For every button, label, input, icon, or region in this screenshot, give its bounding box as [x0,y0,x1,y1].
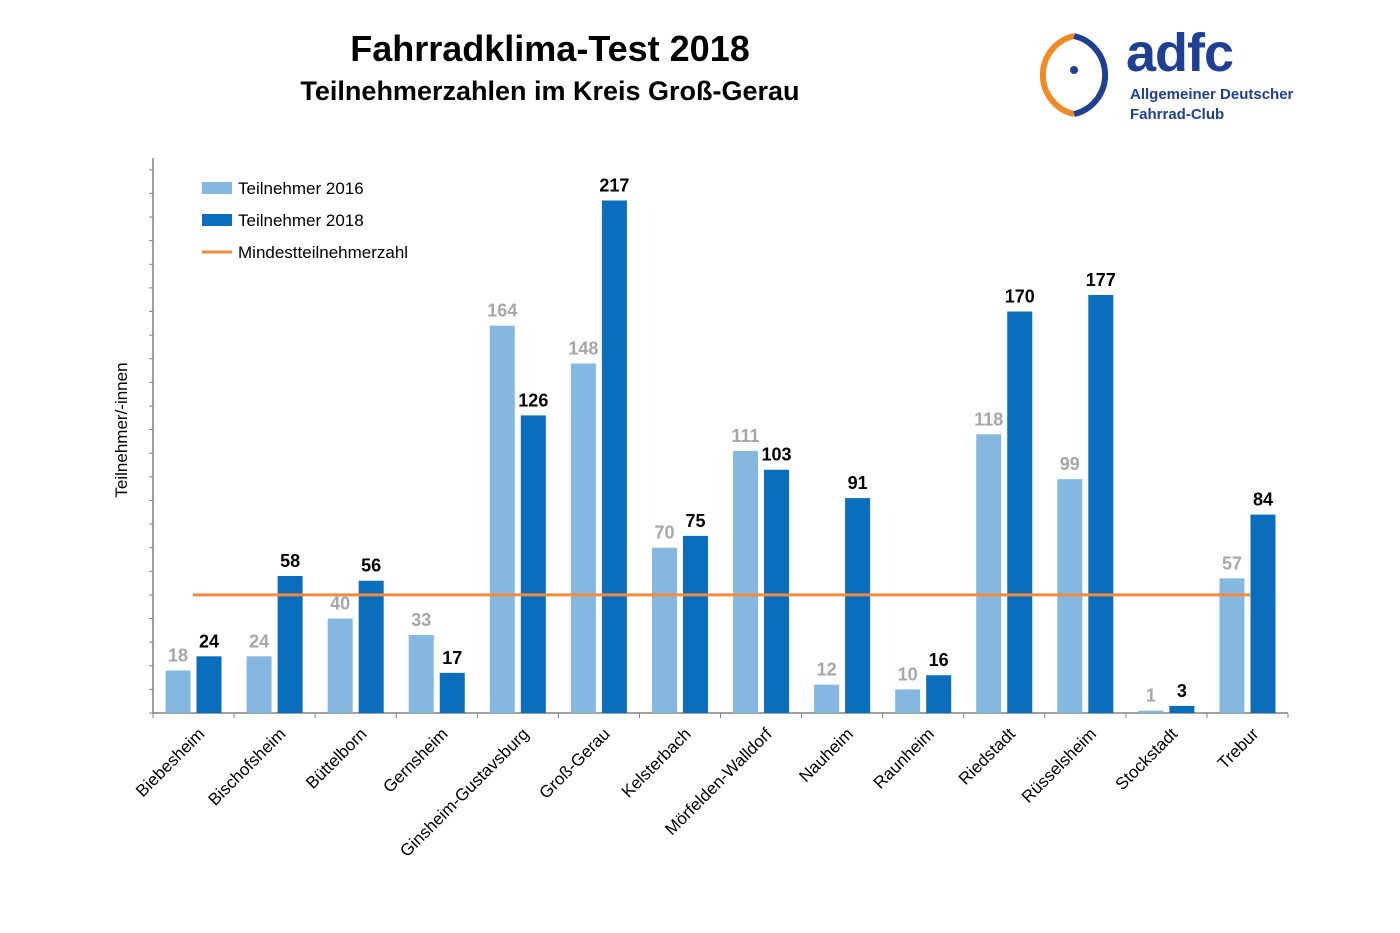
category-label: Riedstadt [955,724,1019,788]
bar-2018 [682,535,708,713]
category-label: Bischofsheim [205,724,290,809]
legend-swatch-2018 [202,214,232,226]
bar-2018 [764,469,790,713]
data-label-2018: 84 [1253,490,1273,510]
data-label-2016: 111 [732,426,760,446]
data-label-2016: 118 [974,409,1003,429]
category-label: Stockstadt [1112,724,1182,794]
bar-2016 [814,684,840,713]
bar-2016 [733,450,759,713]
bar-2016 [976,434,1002,713]
data-label-2016: 99 [1060,454,1080,474]
bar-2018 [520,415,546,713]
bar-2018 [1169,705,1195,713]
bar-2018 [1250,514,1276,713]
bar-2018 [845,498,871,713]
legend-label-2018: Teilnehmer 2018 [238,211,364,230]
bar-2018 [277,576,303,713]
bar-2016 [489,325,515,713]
category-label: Raunheim [870,724,938,792]
data-label-2018: 126 [518,390,548,410]
bar-2016 [651,547,677,713]
y-axis-label: Teilnehmer/-innen [112,362,131,497]
bar-2016 [408,635,434,713]
data-label-2018: 16 [929,650,949,670]
data-label-2018: 17 [442,648,462,668]
data-label-2018: 103 [762,445,792,465]
adfc-logo: adfc Allgemeiner Deutscher Fahrrad-Club [1030,23,1330,128]
logo-wordmark: adfc [1126,23,1234,83]
data-label-2018: 217 [599,176,629,196]
bar-2018 [196,656,222,713]
data-label-2016: 70 [654,523,674,543]
data-label-2018: 177 [1086,270,1116,290]
data-label-2016: 57 [1222,553,1242,573]
data-label-2016: 33 [411,610,431,630]
category-label: Groß-Gerau [535,724,613,802]
logo-line-2: Fahrrad-Club [1130,106,1225,123]
bar-2016 [165,670,191,713]
category-label: Biebesheim [132,724,208,800]
category-label: Büttelborn [302,724,370,792]
bar-2018 [601,200,627,714]
data-label-2018: 3 [1177,681,1187,701]
chart-title: Fahrradklima-Test 2018 [350,28,750,69]
bar-2016 [570,363,596,713]
bar-2016 [1138,710,1164,713]
legend-swatch-2016 [202,182,232,194]
category-label: Kelsterbach [618,724,695,801]
chart-subtitle: Teilnehmerzahlen im Kreis Groß-Gerau [300,76,800,106]
logo-ring-icon [1039,33,1109,117]
bar-2018 [926,675,952,713]
data-label-2018: 91 [848,473,868,493]
bar-2018 [439,672,465,713]
bar-2018 [1088,294,1114,713]
data-label-2016: 164 [487,301,517,321]
data-label-2016: 148 [568,338,598,358]
logo-line-1: Allgemeiner Deutscher [1130,86,1294,103]
data-label-2016: 10 [898,664,918,684]
data-label-2018: 75 [685,511,705,531]
bar-2018 [358,580,384,713]
data-label-2016: 18 [168,645,188,665]
bar-2016 [895,689,921,713]
data-label-2016: 24 [249,631,269,651]
category-label: Trebur [1214,724,1263,773]
bar-2016 [246,656,272,713]
data-label-2018: 56 [361,556,381,576]
data-label-2016: 40 [330,594,350,614]
data-label-2018: 58 [280,551,300,571]
data-label-2018: 170 [1005,287,1035,307]
legend-label-2016: Teilnehmer 2016 [238,179,364,198]
category-label: Rüsselsheim [1018,724,1100,806]
bar-2016 [1219,578,1245,713]
data-label-2016: 12 [817,660,837,680]
legend-label-reference: Mindestteilnehmerzahl [238,243,408,262]
category-label: Nauheim [795,724,857,786]
bar-2016 [327,618,353,713]
bar-2018 [1007,311,1033,713]
category-label: Gernsheim [379,724,451,796]
data-label-2018: 24 [199,631,219,651]
data-label-2016: 1 [1146,686,1156,706]
